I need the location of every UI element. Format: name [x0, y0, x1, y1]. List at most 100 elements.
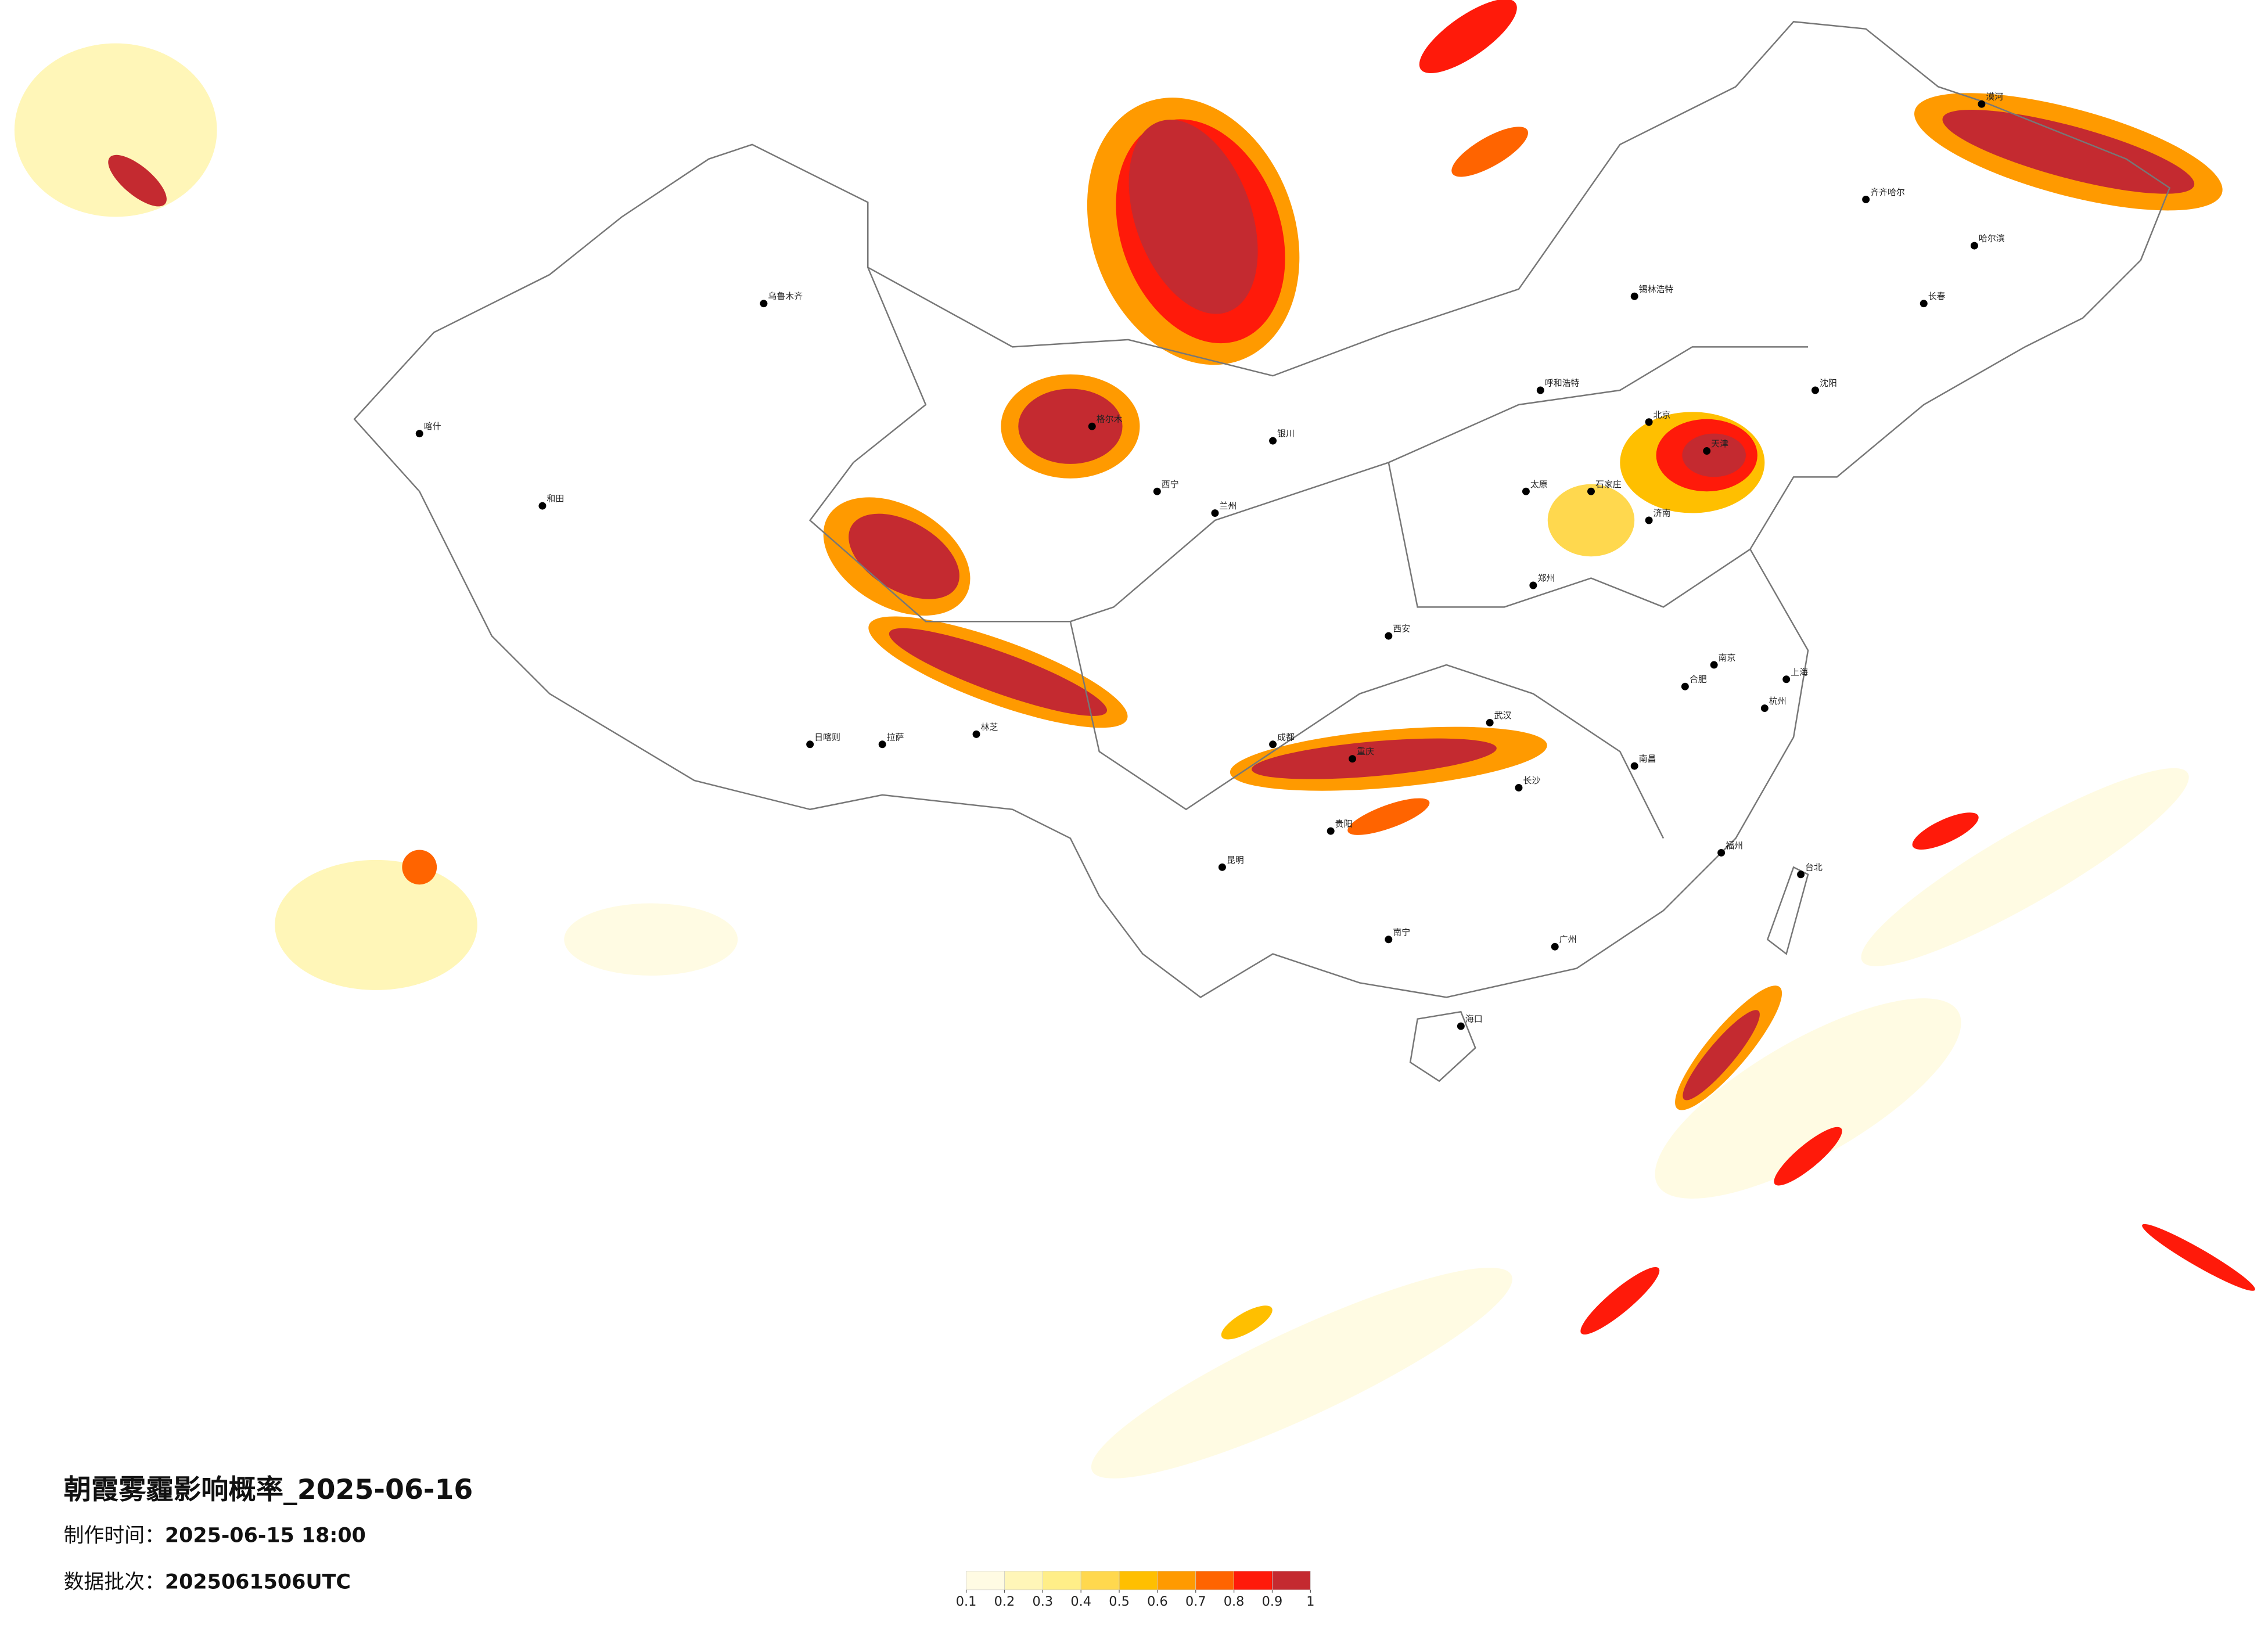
city-label: 南宁 [1393, 927, 1410, 937]
legend-tick-label: 0.7 [1185, 1594, 1206, 1609]
city-dot [1536, 386, 1544, 394]
city-label: 重庆 [1357, 746, 1374, 757]
city-dot [760, 300, 768, 308]
city-label: 郑州 [1537, 573, 1555, 584]
legend-tick-label: 0.9 [1262, 1594, 1283, 1609]
city-label: 银川 [1277, 429, 1295, 439]
city-label: 拉萨 [887, 732, 904, 742]
city-label: 南京 [1719, 652, 1736, 663]
city-label: 和田 [547, 494, 564, 504]
city-label: 锡林浩特 [1639, 284, 1674, 294]
legend-tick-label: 0.8 [1224, 1594, 1245, 1609]
city-label: 天津 [1711, 438, 1728, 449]
city-dot [972, 730, 980, 738]
city-label: 乌鲁木齐 [768, 291, 803, 301]
city-label: 西宁 [1162, 479, 1179, 490]
city-dot [1551, 942, 1559, 951]
city-dot [1760, 704, 1769, 713]
city-dot [1978, 100, 1986, 108]
city-label: 海口 [1465, 1014, 1483, 1024]
city-label: 长沙 [1523, 775, 1540, 786]
map-title: 朝霞雾霾影响概率_2025-06-16 [64, 1474, 473, 1506]
legend: 0.1 0.2 0.3 0.4 0.5 0.6 0.7 0.8 0.9 1 [956, 1571, 1314, 1609]
city-dot [1515, 783, 1523, 792]
city-label: 太原 [1530, 479, 1548, 490]
city-dot [1782, 675, 1791, 684]
city-label: 兰州 [1219, 501, 1237, 511]
batch-label: 数据批次： [64, 1570, 165, 1593]
city-label: 合肥 [1690, 674, 1707, 685]
legend-tick-label: 0.5 [1109, 1594, 1130, 1609]
legend-swatch [1272, 1571, 1311, 1591]
borders [353, 21, 2171, 1082]
city-label: 杭州 [1769, 696, 1787, 706]
city-label: 呼和浩特 [1545, 378, 1580, 388]
city-dot [1153, 487, 1161, 495]
city-label: 贵阳 [1335, 819, 1353, 829]
legend-swatch [1119, 1571, 1158, 1591]
city-label: 日喀则 [814, 732, 840, 742]
city-label: 林芝 [981, 722, 998, 732]
legend-tick-label: 0.3 [1033, 1594, 1054, 1609]
city-dot [1703, 447, 1711, 455]
city-dot [1088, 422, 1096, 430]
city-dot [415, 430, 423, 438]
city-dot [878, 740, 886, 749]
city-dot [1645, 418, 1653, 426]
city-dot [1862, 195, 1870, 203]
city-label: 格尔木 [1097, 414, 1123, 425]
legend-tick-label: 0.2 [994, 1594, 1015, 1609]
city-label: 台北 [1805, 862, 1823, 872]
city-dot [1218, 863, 1226, 871]
legend-tick-label: 0.1 [956, 1594, 977, 1609]
city-dot [1811, 386, 1819, 394]
made-time-label: 制作时间： [64, 1524, 165, 1548]
batch-value: 2025061506UTC [165, 1570, 351, 1593]
city-label: 昆明 [1227, 855, 1244, 865]
probability-field [14, 0, 2255, 1478]
city-dot [1920, 300, 1928, 308]
city-dot [1349, 755, 1357, 763]
city-label: 西安 [1393, 624, 1410, 634]
city-dot [1717, 848, 1726, 857]
city-label: 石家庄 [1595, 479, 1622, 490]
city-label: 武汉 [1494, 710, 1512, 721]
city-label: 上海 [1791, 667, 1808, 677]
city-dot [1797, 870, 1805, 879]
city-dot [1630, 762, 1638, 770]
made-time-value: 2025-06-15 18:00 [165, 1524, 366, 1548]
city-dot [1681, 682, 1689, 690]
city-dot [1970, 242, 1978, 250]
city-label: 成都 [1277, 732, 1295, 742]
legend-swatch [1234, 1571, 1273, 1591]
legend-swatch [1195, 1571, 1234, 1591]
legend-swatch [1157, 1571, 1196, 1591]
legend-tick-label: 0.6 [1147, 1594, 1168, 1609]
city-dot [1385, 936, 1393, 944]
city-label: 南昌 [1639, 754, 1656, 764]
legend-swatch [1080, 1571, 1120, 1591]
city-label: 齐齐哈尔 [1870, 187, 1905, 197]
legend-swatch [1042, 1571, 1081, 1591]
city-dot [1211, 509, 1219, 517]
city-dot [1630, 292, 1638, 300]
city-label: 济南 [1654, 508, 1671, 519]
legend-tick-label: 0.4 [1070, 1594, 1091, 1609]
city-dot [1385, 632, 1393, 640]
city-dot [1645, 516, 1653, 524]
city-dot [1269, 437, 1277, 445]
city-dot [1457, 1022, 1465, 1030]
city-label: 哈尔滨 [1979, 233, 2005, 244]
city-label: 北京 [1654, 409, 1671, 420]
city-dot [1486, 718, 1494, 726]
batch: 数据批次：2025061506UTC [64, 1570, 351, 1593]
city-label: 广州 [1559, 934, 1577, 945]
city-label: 沈阳 [1820, 378, 1837, 388]
city-dot [1522, 487, 1530, 495]
city-dot [1710, 661, 1718, 669]
made-time: 制作时间：2025-06-15 18:00 [64, 1524, 366, 1548]
city-dot [1327, 827, 1335, 835]
